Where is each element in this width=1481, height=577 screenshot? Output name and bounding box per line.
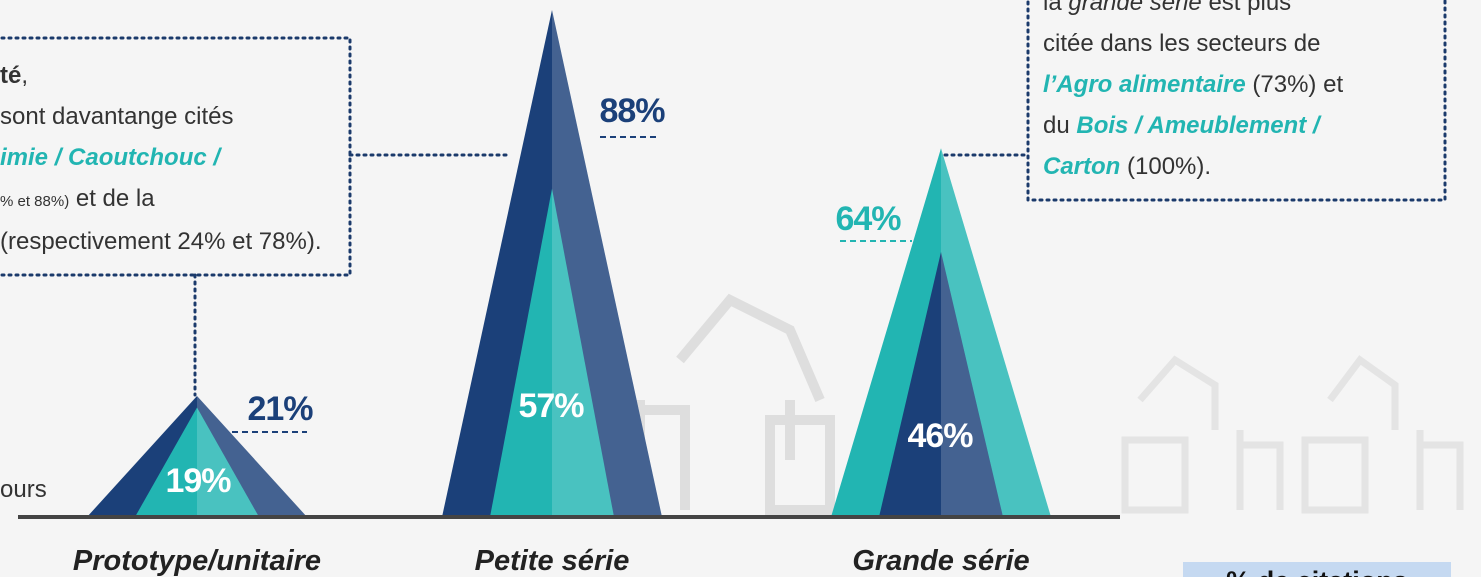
note-text: sont davantange cités — [0, 103, 234, 130]
note-line: sont davantange cités — [0, 103, 234, 130]
note-text: Bois / Ameublement / — [1076, 112, 1321, 139]
value-label: 57% — [518, 387, 584, 425]
infographic: té, sont davantange cités imie / Caoutch… — [0, 0, 1481, 577]
value-label: 64% — [835, 200, 901, 238]
note-text: citée dans les secteurs de — [1043, 30, 1321, 57]
note-line: Carton (100%). — [1043, 153, 1211, 180]
note-line: du Bois / Ameublement / — [1043, 112, 1322, 139]
note-text: imie / Caoutchouc / — [0, 144, 222, 171]
value-label: 21% — [247, 390, 313, 428]
value-label: 88% — [599, 92, 665, 130]
robot — [640, 300, 830, 510]
note-text: (respectivement 24% et 78%). — [0, 228, 321, 255]
note-text: % et 88%) — [0, 193, 69, 210]
note-text: té — [0, 62, 21, 89]
note-text: Carton — [1043, 153, 1120, 180]
note-text: l’Agro alimentaire — [1043, 71, 1246, 98]
note-text: grande série — [1068, 0, 1201, 16]
category-label: Petite série — [475, 545, 630, 577]
note-text: (73%) et — [1246, 71, 1344, 98]
axis-note: ours — [0, 476, 47, 503]
value-label: 46% — [907, 417, 973, 455]
note-text: la — [1043, 0, 1068, 16]
value-label: 19% — [165, 462, 231, 500]
plot: 21% 19% Prototype/unitaire 88% 57% Petite sér… — [73, 10, 1051, 577]
category-label: Grande série — [852, 545, 1029, 577]
note-line: (respectivement 24% et 78%). — [0, 228, 321, 255]
note-text: est plus — [1202, 0, 1291, 16]
note-line: l’Agro alimentaire (73%) et — [1043, 71, 1343, 98]
note-line: % et 88%) et de la — [0, 185, 155, 212]
robot — [1125, 360, 1460, 510]
robot-background — [640, 300, 1460, 510]
note-line: la grande série est plus — [1043, 0, 1291, 16]
category-label: Prototype/unitaire — [73, 545, 321, 577]
note-text: du — [1043, 112, 1076, 139]
note-line: citée dans les secteurs de — [1043, 30, 1321, 57]
note-frame — [0, 38, 510, 395]
note-line: imie / Caoutchouc / — [0, 144, 222, 171]
legend-title: % de citations — [1226, 566, 1408, 577]
note-text: et de la — [69, 185, 155, 212]
note-line: té, — [0, 62, 28, 89]
note-text: , — [21, 62, 28, 89]
note-text: (100%). — [1120, 153, 1211, 180]
